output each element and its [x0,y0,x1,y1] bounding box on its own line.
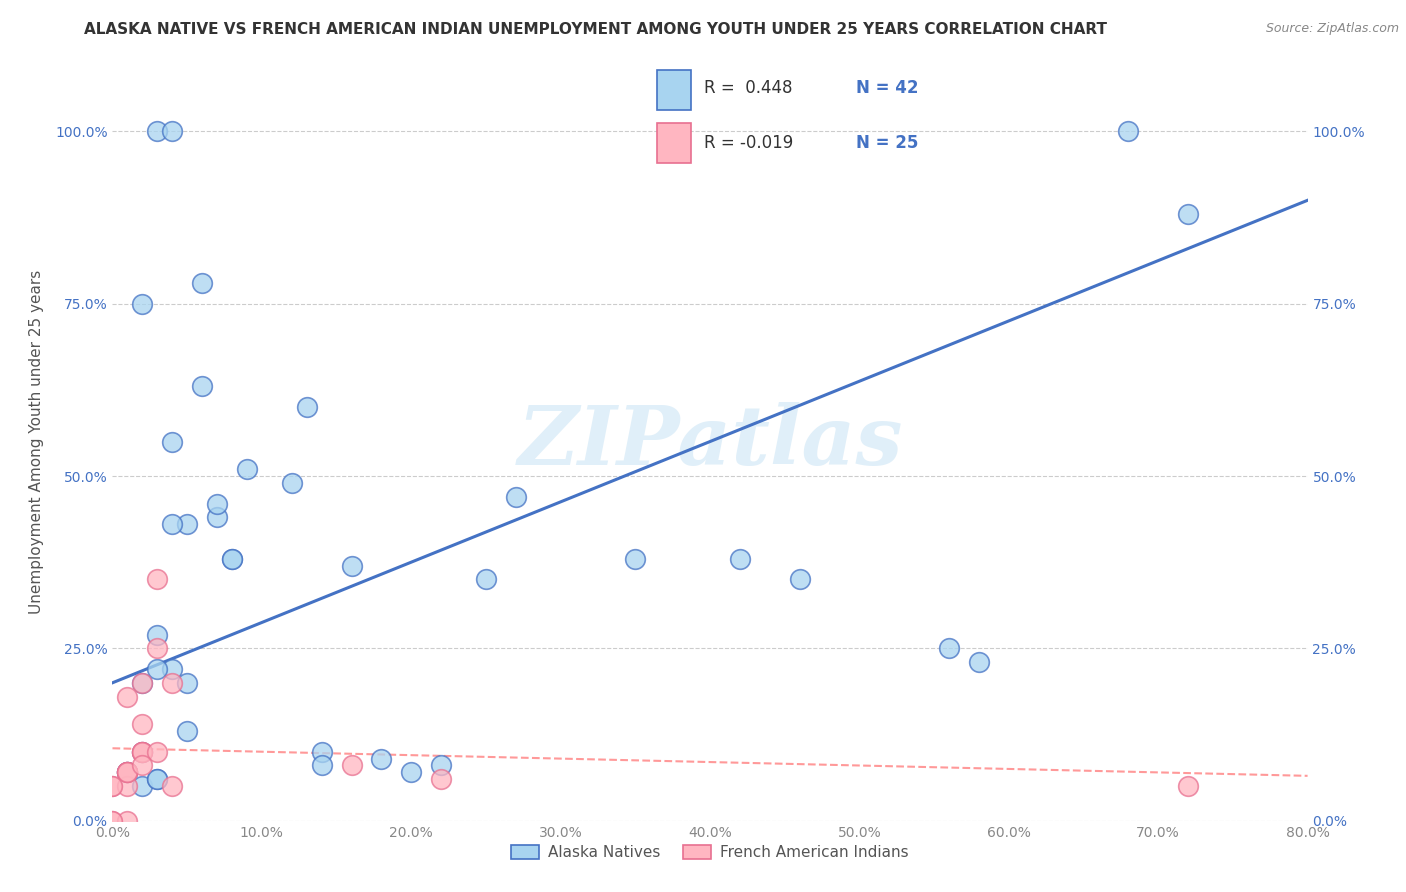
Alaska Natives [146,124,169,138]
Alaska Natives [162,662,183,676]
Alaska Natives [728,551,751,566]
Alaska Natives [1118,124,1140,138]
Bar [657,123,690,163]
Alaska Natives [162,124,183,138]
Y-axis label: Unemployment Among Youth under 25 years: Unemployment Among Youth under 25 years [30,269,44,614]
Text: ALASKA NATIVE VS FRENCH AMERICAN INDIAN UNEMPLOYMENT AMONG YOUTH UNDER 25 YEARS : ALASKA NATIVE VS FRENCH AMERICAN INDIAN … [84,22,1108,37]
French American Indians [146,573,169,587]
Alaska Natives [340,558,363,573]
French American Indians [131,717,153,731]
Alaska Natives [131,296,153,310]
French American Indians [117,765,139,780]
French American Indians [131,745,153,759]
French American Indians [117,779,139,793]
Alaska Natives [236,462,259,476]
French American Indians [340,758,363,772]
Alaska Natives [176,675,198,690]
Alaska Natives [430,758,453,772]
Alaska Natives [131,779,153,793]
Alaska Natives [191,276,214,290]
French American Indians [131,745,153,759]
Text: N = 25: N = 25 [856,135,918,153]
Alaska Natives [281,475,304,490]
French American Indians [117,814,139,828]
Legend: Alaska Natives, French American Indians: Alaska Natives, French American Indians [505,838,915,866]
Text: Source: ZipAtlas.com: Source: ZipAtlas.com [1265,22,1399,36]
Alaska Natives [370,751,392,765]
French American Indians [162,779,183,793]
French American Indians [101,814,124,828]
Alaska Natives [311,745,333,759]
Alaska Natives [311,758,333,772]
Alaska Natives [117,765,139,780]
Alaska Natives [146,772,169,787]
Alaska Natives [131,675,153,690]
French American Indians [146,745,169,759]
Alaska Natives [205,497,228,511]
French American Indians [131,675,153,690]
Alaska Natives [938,641,960,656]
French American Indians [131,745,153,759]
Text: R = -0.019: R = -0.019 [704,135,793,153]
Alaska Natives [401,765,423,780]
Text: N = 42: N = 42 [856,79,918,97]
Alaska Natives [967,655,990,669]
Alaska Natives [624,551,647,566]
Text: R =  0.448: R = 0.448 [704,79,793,97]
French American Indians [430,772,453,787]
Alaska Natives [505,490,527,504]
French American Indians [101,779,124,793]
Bar [657,70,690,110]
Text: ZIPatlas: ZIPatlas [517,401,903,482]
French American Indians [101,779,124,793]
Alaska Natives [295,400,318,414]
French American Indians [162,675,183,690]
French American Indians [117,765,139,780]
Alaska Natives [221,551,243,566]
Alaska Natives [176,724,198,739]
French American Indians [146,641,169,656]
Alaska Natives [191,379,214,393]
Alaska Natives [1177,207,1199,221]
Alaska Natives [146,662,169,676]
French American Indians [101,814,124,828]
Alaska Natives [176,517,198,532]
Alaska Natives [162,517,183,532]
Alaska Natives [789,573,811,587]
French American Indians [131,758,153,772]
Alaska Natives [205,510,228,524]
French American Indians [117,765,139,780]
Alaska Natives [162,434,183,449]
Alaska Natives [146,772,169,787]
Alaska Natives [146,627,169,641]
French American Indians [117,765,139,780]
Alaska Natives [221,551,243,566]
French American Indians [1177,779,1199,793]
Alaska Natives [131,745,153,759]
French American Indians [117,690,139,704]
Alaska Natives [475,573,498,587]
Alaska Natives [117,765,139,780]
